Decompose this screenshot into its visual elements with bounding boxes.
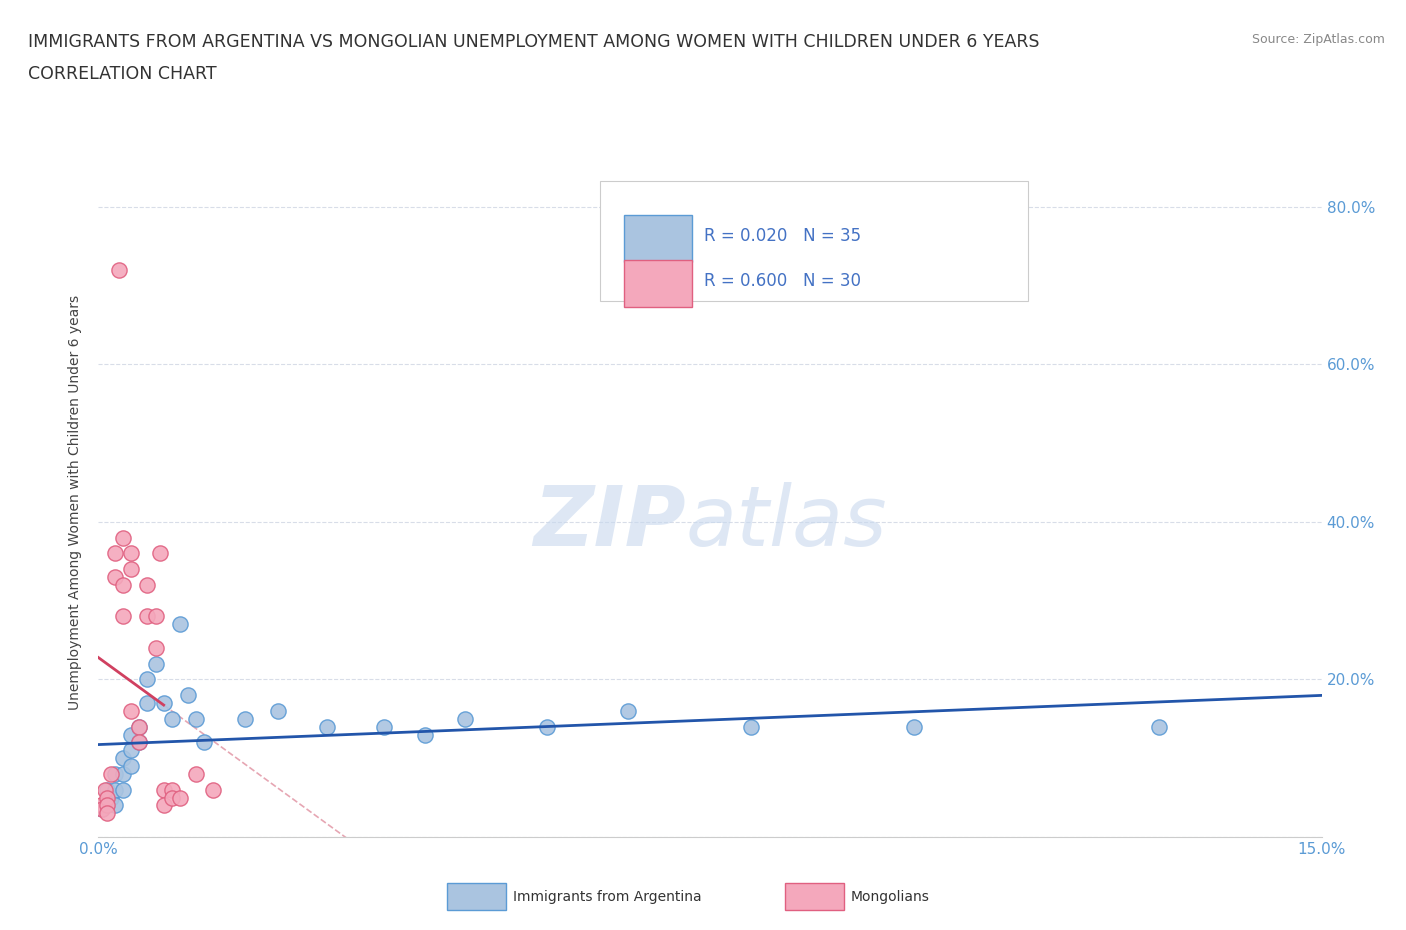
Point <box>160 711 183 726</box>
Point <box>128 719 150 734</box>
Point <box>233 711 256 726</box>
Point <box>136 609 159 624</box>
Y-axis label: Unemployment Among Women with Children Under 6 years: Unemployment Among Women with Children U… <box>69 295 83 710</box>
Point <box>104 569 127 584</box>
Point <box>96 798 118 813</box>
Text: Mongolians: Mongolians <box>851 889 929 904</box>
FancyBboxPatch shape <box>600 180 1028 301</box>
Point <box>136 672 159 687</box>
Point <box>104 798 127 813</box>
Point <box>740 719 762 734</box>
Point <box>177 688 200 703</box>
Point <box>100 790 122 805</box>
Text: Immigrants from Argentina: Immigrants from Argentina <box>513 889 702 904</box>
Text: IMMIGRANTS FROM ARGENTINA VS MONGOLIAN UNEMPLOYMENT AMONG WOMEN WITH CHILDREN UN: IMMIGRANTS FROM ARGENTINA VS MONGOLIAN U… <box>28 33 1039 50</box>
Point <box>617 703 640 718</box>
Point <box>152 696 174 711</box>
Point <box>145 609 167 624</box>
Point <box>100 766 122 781</box>
Point <box>111 609 134 624</box>
FancyBboxPatch shape <box>624 216 692 262</box>
Point <box>145 657 167 671</box>
Point <box>120 743 142 758</box>
Point <box>145 641 167 656</box>
Point <box>104 766 127 781</box>
Point <box>91 802 114 817</box>
Point <box>201 782 224 797</box>
Point <box>149 546 172 561</box>
Point <box>120 546 142 561</box>
Point <box>193 735 215 750</box>
Point <box>160 782 183 797</box>
Point <box>128 719 150 734</box>
Text: Source: ZipAtlas.com: Source: ZipAtlas.com <box>1251 33 1385 46</box>
Point <box>1147 719 1170 734</box>
Point <box>169 617 191 631</box>
Point <box>120 562 142 577</box>
Point <box>111 766 134 781</box>
Point <box>108 262 131 277</box>
Point <box>128 735 150 750</box>
Point <box>186 711 208 726</box>
Point <box>136 578 159 592</box>
Point <box>96 782 118 797</box>
Text: ZIP: ZIP <box>533 482 686 563</box>
Point <box>111 530 134 545</box>
Point <box>136 696 159 711</box>
Point <box>111 751 134 765</box>
Point <box>104 782 127 797</box>
Text: R = 0.020   N = 35: R = 0.020 N = 35 <box>704 227 860 245</box>
Point <box>536 719 558 734</box>
Point <box>373 719 395 734</box>
Point <box>96 790 118 805</box>
Point <box>454 711 477 726</box>
Point <box>90 798 112 813</box>
Point <box>903 719 925 734</box>
Point <box>152 798 174 813</box>
Point <box>120 759 142 774</box>
Point <box>96 806 118 821</box>
Point <box>186 766 208 781</box>
Point <box>413 727 436 742</box>
Point <box>120 727 142 742</box>
Point <box>315 719 337 734</box>
Point <box>128 735 150 750</box>
Point <box>96 798 118 813</box>
FancyBboxPatch shape <box>624 260 692 307</box>
Point <box>120 703 142 718</box>
Text: atlas: atlas <box>686 482 887 563</box>
Point <box>111 578 134 592</box>
Point <box>94 782 117 797</box>
Point <box>152 782 174 797</box>
Point <box>111 782 134 797</box>
Point <box>169 790 191 805</box>
Text: CORRELATION CHART: CORRELATION CHART <box>28 65 217 83</box>
Point <box>91 802 114 817</box>
Point <box>160 790 183 805</box>
Point <box>267 703 290 718</box>
Text: R = 0.600   N = 30: R = 0.600 N = 30 <box>704 272 860 289</box>
Point <box>104 546 127 561</box>
